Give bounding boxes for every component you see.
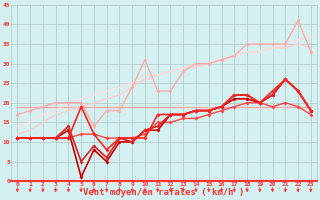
X-axis label: Vent moyen/en rafales ( km/h ): Vent moyen/en rafales ( km/h ) [84, 188, 245, 197]
